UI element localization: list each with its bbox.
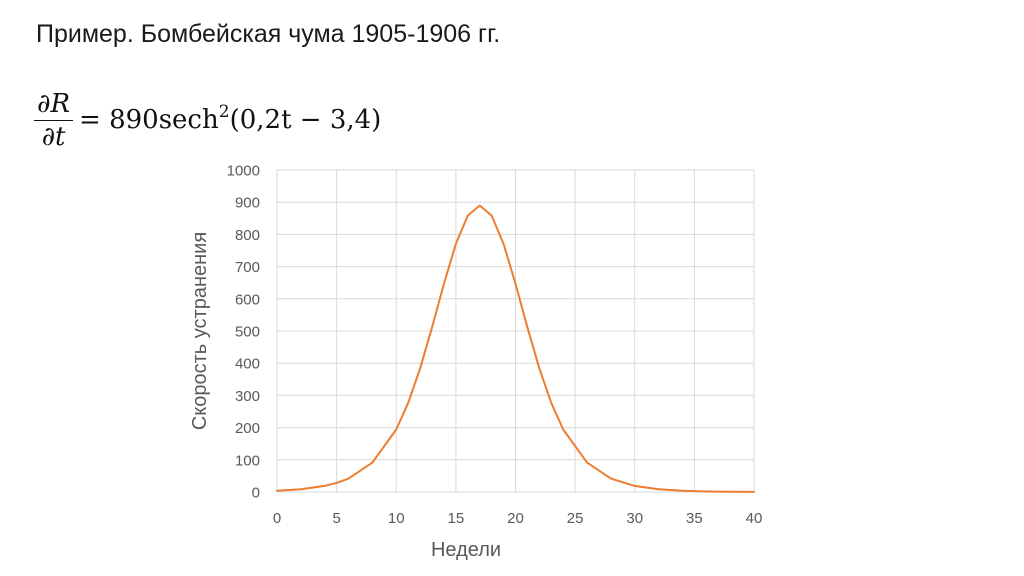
series-layer [276,204,755,493]
y-tick-label: 1000 [227,163,260,180]
y-tick-label: 100 [235,452,260,469]
y-axis-label: Скорость устранения [189,232,211,430]
x-tick-label: 40 [746,510,763,527]
x-tick-label: 10 [388,510,405,527]
x-axis-label: Недели [431,539,501,561]
x-tick-label: 5 [332,510,340,527]
derivative-fraction: ∂R ∂t [34,88,74,153]
plague-chart: 0 100 200 300 400 500 600 700 800 900 1000 0 5 10 15 20… [189,163,763,562]
x-tick-label: 30 [626,510,643,527]
x-tick-label: 15 [448,510,465,527]
x-tick-label: 35 [686,510,703,527]
x-tick-label: 0 [273,510,281,527]
formula-rhs-main: = 890sech [79,105,219,135]
y-tick-label: 900 [235,195,260,212]
fraction-bar [34,119,74,121]
y-tick-label: 200 [235,420,260,437]
y-tick-label: 600 [235,291,260,308]
y-tick-label: 700 [235,259,260,276]
y-tick-label: 300 [235,388,260,405]
fraction-numerator: ∂R [37,88,71,119]
y-tick-label: 500 [235,324,260,341]
formula-rhs-argument: (0,2t − 3,4) [229,105,382,135]
formula-exponent: 2 [218,102,230,122]
tick-label-layer: 0 100 200 300 400 500 600 700 800 900 1000 0 5 10 15 20… [227,163,763,528]
formula-right-side: = 890sech2(0,2t − 3,4) [79,104,381,136]
y-tick-label: 400 [235,356,260,373]
y-tick-label: 800 [235,227,260,244]
series-line [276,204,755,493]
x-tick-label: 25 [567,510,584,527]
y-tick-label: 0 [252,485,260,502]
x-tick-label: 20 [507,510,524,527]
formula: ∂R ∂t = 890sech2(0,2t − 3,4) [34,84,381,156]
grid-layer [276,169,755,493]
slide-title: Пример. Бомбейская чума 1905-1906 гг. [36,20,501,48]
fraction-denominator: ∂t [41,121,66,152]
